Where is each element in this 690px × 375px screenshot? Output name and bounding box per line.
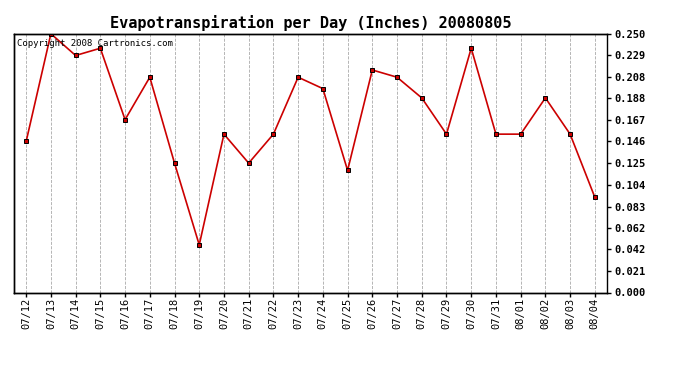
- Title: Evapotranspiration per Day (Inches) 20080805: Evapotranspiration per Day (Inches) 2008…: [110, 15, 511, 31]
- Text: Copyright 2008 Cartronics.com: Copyright 2008 Cartronics.com: [17, 39, 172, 48]
